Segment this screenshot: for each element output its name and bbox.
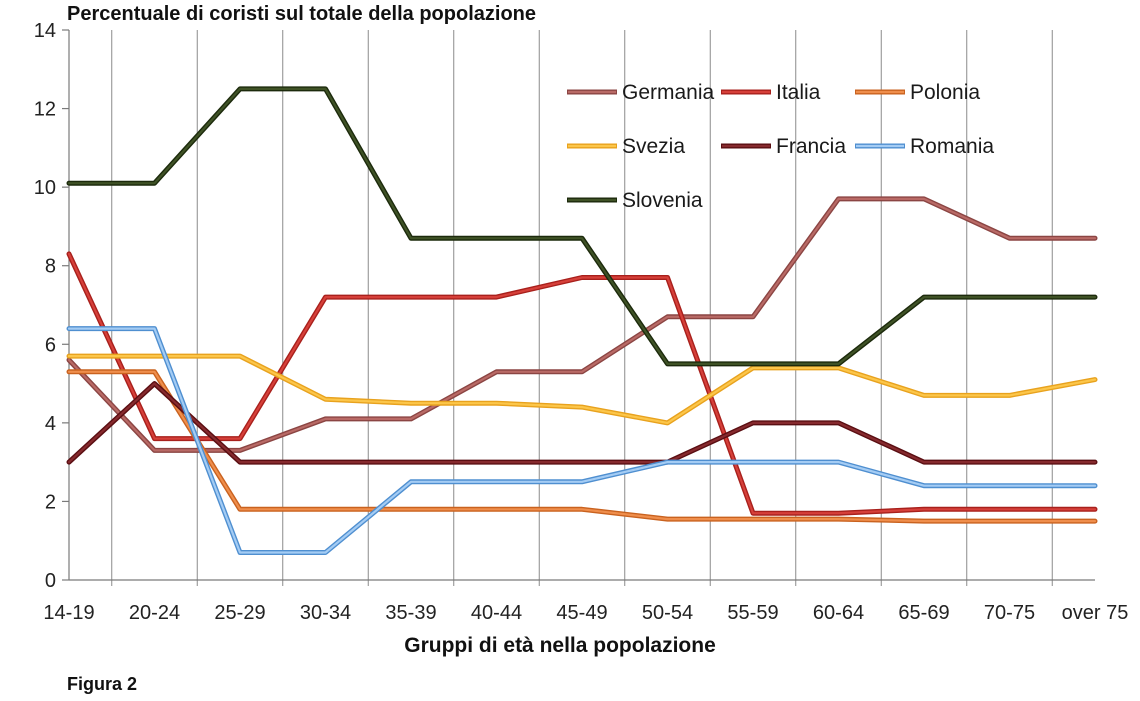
x-tick-label: 30-34 — [300, 602, 351, 624]
legend-item-slovenia: Slovenia — [567, 189, 703, 212]
y-tick-label: 6 — [45, 334, 56, 356]
y-tick-label: 10 — [34, 177, 56, 199]
chart-title: Percentuale di coristi sul totale della … — [67, 3, 536, 25]
x-tick-label: over 75 — [1062, 602, 1129, 624]
legend-label: Romania — [910, 135, 994, 158]
legend-item-polonia: Polonia — [855, 81, 980, 104]
x-tick-label: 65-69 — [898, 602, 949, 624]
x-tick-label: 25-29 — [214, 602, 265, 624]
series-lines — [66, 86, 1098, 555]
y-tick-label: 4 — [45, 413, 56, 435]
y-tick-label: 2 — [45, 491, 56, 513]
series-svezia — [66, 353, 1098, 426]
series-germania — [66, 196, 1098, 453]
legend-item-germania: Germania — [567, 81, 715, 104]
series-romania — [66, 326, 1098, 555]
series-francia — [66, 381, 1098, 465]
series-line-romania — [67, 327, 1097, 554]
y-axis-ticks: 0 2 4 6 8 10 12 14 — [34, 20, 69, 592]
legend-label: Francia — [776, 135, 846, 158]
legend-label: Italia — [776, 81, 821, 104]
figure-caption: Figura 2 — [67, 674, 137, 694]
x-tick-label: 20-24 — [129, 602, 180, 624]
series-line-francia — [67, 382, 1097, 464]
legend-label: Slovenia — [622, 189, 703, 212]
y-tick-label: 14 — [34, 20, 56, 42]
legend-item-romania: Romania — [855, 135, 994, 158]
series-polonia — [66, 369, 1098, 524]
x-tick-label: 35-39 — [385, 602, 436, 624]
x-tick-label: 50-54 — [642, 602, 693, 624]
x-tick-label: 45-49 — [556, 602, 607, 624]
series-line-polonia — [67, 370, 1097, 523]
series-line-svezia — [67, 355, 1097, 424]
x-tick-label: 70-75 — [984, 602, 1035, 624]
x-axis-label: Gruppi di età nella popolazione — [404, 634, 716, 657]
legend-label: Svezia — [622, 135, 685, 158]
legend-label: Germania — [622, 81, 715, 104]
y-tick-label: 0 — [45, 570, 56, 592]
legend-item-francia: Francia — [721, 135, 846, 158]
series-line-italia — [67, 252, 1097, 515]
legend-item-svezia: Svezia — [567, 135, 685, 158]
x-tick-label: 60-64 — [813, 602, 864, 624]
series-line-germania — [67, 197, 1097, 452]
series-line-svezia-outline — [66, 353, 1098, 426]
legend-label: Polonia — [910, 81, 980, 104]
x-tick-label: 55-59 — [727, 602, 778, 624]
vertical-grid — [111, 30, 1053, 586]
series-italia — [66, 251, 1098, 516]
y-tick-label: 8 — [45, 256, 56, 278]
series-line-slovenia — [67, 87, 1097, 365]
series-slovenia — [66, 86, 1098, 367]
series-line-italia-outline — [66, 251, 1098, 516]
series-line-slovenia-outline — [66, 86, 1098, 367]
legend: Germania Italia Polonia Svezia Francia Romani… — [567, 81, 994, 212]
x-tick-label: 40-44 — [471, 602, 522, 624]
x-tick-label: 14-19 — [43, 602, 94, 624]
legend-item-italia: Italia — [721, 81, 821, 104]
x-axis-ticks: 14-19 20-24 25-29 30-34 35-39 40-44 45-49 50-54… — [43, 602, 1128, 624]
y-tick-label: 12 — [34, 99, 56, 121]
